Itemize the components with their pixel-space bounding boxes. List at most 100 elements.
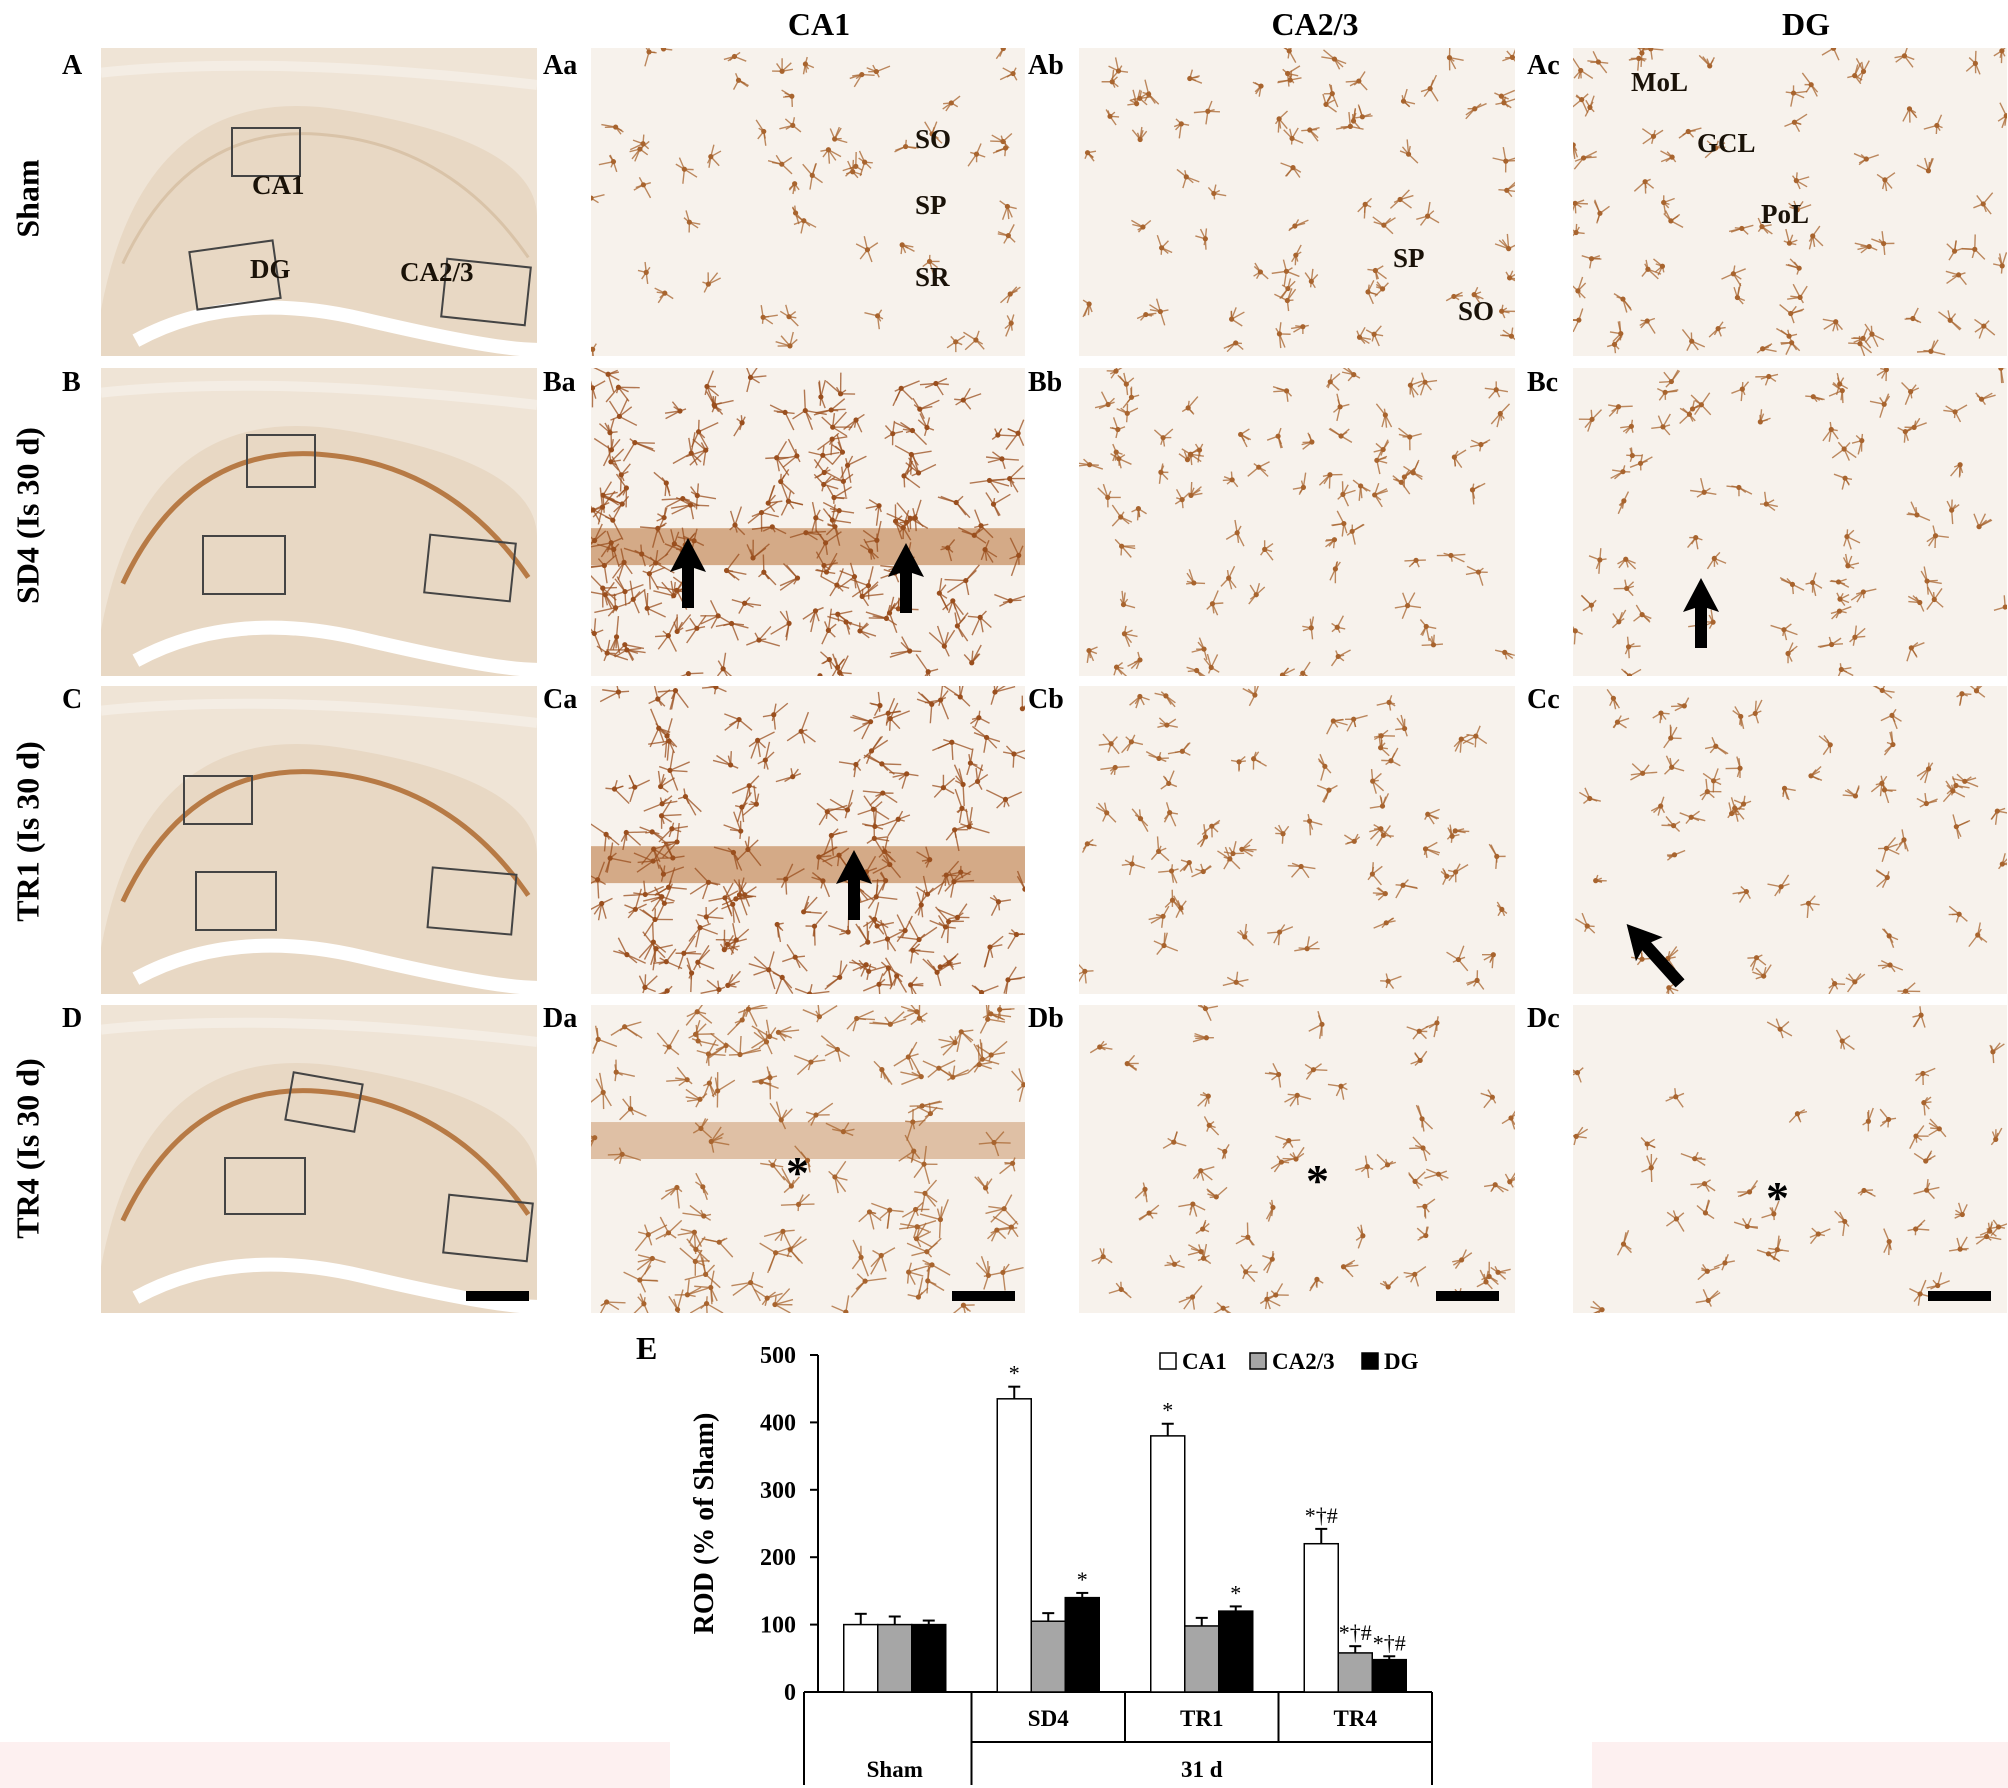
micrograph-sham-ca23 bbox=[1079, 48, 1515, 356]
arrow-icon bbox=[888, 543, 924, 613]
layer-label-pol: PoL bbox=[1761, 199, 1810, 229]
bar-ca23 bbox=[1337, 1652, 1373, 1693]
y-tick-label: 400 bbox=[760, 1410, 796, 1436]
significance-mark: * bbox=[1009, 1361, 1020, 1386]
layer-label-sp: SP bbox=[915, 190, 947, 220]
micrograph-sd4-overview bbox=[101, 368, 537, 676]
layer-label-so-ca23: SO bbox=[1458, 296, 1495, 326]
panel-label-Aa: Aa bbox=[543, 50, 578, 81]
asterisk-db: * bbox=[1306, 1155, 1329, 1206]
significance-mark: *†# bbox=[1373, 1630, 1406, 1655]
column-header-ca1: CA1 bbox=[787, 6, 851, 42]
category-label: SD4 bbox=[1028, 1706, 1069, 1731]
panel-label-Cb: Cb bbox=[1028, 684, 1064, 715]
significance-mark: *†# bbox=[1305, 1503, 1338, 1528]
bar-ca1 bbox=[1303, 1542, 1339, 1693]
micrograph-tr4-overview bbox=[101, 1005, 537, 1313]
bar-ca1 bbox=[996, 1398, 1032, 1693]
bar-ca23 bbox=[1030, 1620, 1066, 1693]
overview-label-ca23: CA2/3 bbox=[400, 257, 474, 287]
micrograph-sd4-ca1 bbox=[591, 368, 1025, 676]
category-label: TR1 bbox=[1180, 1706, 1223, 1731]
legend-label: CA2/3 bbox=[1272, 1349, 1335, 1374]
bar-dg bbox=[911, 1623, 947, 1693]
column-header-ca23: CA2/3 bbox=[1271, 6, 1359, 42]
panel-label-Da: Da bbox=[543, 1003, 578, 1034]
roi-box-ca1-B bbox=[246, 434, 316, 488]
row-label-tr1: TR1 (Is 30 d) bbox=[9, 741, 46, 922]
micrograph-sd4-dg bbox=[1573, 368, 2007, 676]
significance-mark: * bbox=[1230, 1580, 1241, 1605]
panel-label-Db: Db bbox=[1028, 1003, 1064, 1034]
column-header-dg: DG bbox=[1782, 6, 1830, 42]
significance-mark: * bbox=[1162, 1398, 1173, 1423]
arrow-icon bbox=[1683, 578, 1719, 648]
y-tick-label: 500 bbox=[760, 1343, 796, 1369]
layer-label-mol: MoL bbox=[1631, 67, 1688, 97]
micrograph-tr4-dg bbox=[1573, 1005, 2007, 1313]
panel-label-Bb: Bb bbox=[1028, 367, 1063, 398]
micrograph-sham-dg bbox=[1573, 48, 2007, 356]
panel-label-Bc: Bc bbox=[1527, 367, 1559, 398]
micrograph-tr1-ca1 bbox=[591, 686, 1025, 994]
group-label: 31 d bbox=[1181, 1757, 1223, 1782]
roi-box-dg-D bbox=[224, 1157, 306, 1215]
row-label-sd4: SD4 (Is 30 d) bbox=[9, 427, 46, 604]
scale-bar bbox=[1436, 1291, 1499, 1301]
micrograph-tr1-ca23 bbox=[1079, 686, 1515, 994]
y-axis-label: ROD (% of Sham) bbox=[689, 1413, 720, 1635]
y-tick-label: 0 bbox=[784, 1680, 796, 1706]
legend-label: DG bbox=[1384, 1349, 1419, 1374]
bar-dg bbox=[1218, 1610, 1254, 1693]
arrow-icon bbox=[836, 850, 872, 920]
y-tick-label: 200 bbox=[760, 1545, 796, 1571]
bar-ca1 bbox=[1150, 1435, 1186, 1693]
panel-label-Ca: Ca bbox=[543, 684, 578, 715]
panel-label-Ac: Ac bbox=[1527, 50, 1560, 81]
legend-swatch bbox=[1159, 1352, 1177, 1370]
roi-box-ca1-C bbox=[183, 775, 253, 825]
micrograph-sham-ca1 bbox=[591, 48, 1025, 356]
legend-label: CA1 bbox=[1182, 1349, 1227, 1374]
panel-label-A: A bbox=[62, 50, 83, 81]
overview-label-ca1: CA1 bbox=[252, 170, 305, 200]
row-label-tr4: TR4 (Is 30 d) bbox=[9, 1058, 46, 1239]
bar-dg bbox=[1371, 1658, 1407, 1693]
bar-dg bbox=[1064, 1596, 1100, 1693]
micrograph-sd4-ca23 bbox=[1079, 368, 1515, 676]
arrow-icon bbox=[670, 538, 706, 608]
bar-ca1 bbox=[843, 1623, 879, 1693]
panel-label-C: C bbox=[62, 684, 83, 715]
legend-swatch bbox=[1249, 1352, 1267, 1370]
significance-mark: * bbox=[1077, 1567, 1088, 1592]
category-label: TR4 bbox=[1334, 1706, 1378, 1731]
overview-label-dg: DG bbox=[250, 254, 291, 284]
asterisk-dc: * bbox=[1766, 1172, 1789, 1223]
background-strip bbox=[0, 1742, 670, 1788]
significance-mark: *†# bbox=[1339, 1620, 1372, 1645]
asterisk-da: * bbox=[786, 1147, 809, 1198]
roi-box-ca23-C bbox=[426, 866, 518, 936]
scale-bar bbox=[1928, 1291, 1991, 1301]
roi-box-ca23-B bbox=[423, 533, 517, 603]
row-label-sham: Sham bbox=[9, 159, 46, 238]
category-label: Sham bbox=[867, 1757, 923, 1782]
micrograph-tr1-overview bbox=[101, 686, 537, 994]
y-tick-label: 100 bbox=[760, 1613, 796, 1639]
y-tick-label: 300 bbox=[760, 1478, 796, 1504]
micrograph-tr4-ca1 bbox=[591, 1005, 1025, 1313]
layer-label-sr: SR bbox=[915, 262, 950, 292]
bar-ca23 bbox=[877, 1623, 913, 1693]
panel-label-B: B bbox=[62, 367, 81, 398]
panel-label-Dc: Dc bbox=[1527, 1003, 1560, 1034]
roi-box-ca1-A bbox=[231, 127, 301, 177]
roi-box-dg-B bbox=[202, 535, 286, 595]
roi-box-dg-C bbox=[195, 871, 277, 931]
roi-box-ca23-D bbox=[442, 1193, 534, 1263]
legend-swatch bbox=[1361, 1352, 1379, 1370]
layer-label-so: SO bbox=[915, 124, 952, 154]
background-strip bbox=[1592, 1742, 2008, 1788]
arrow-icon bbox=[1626, 923, 1685, 988]
micrograph-sham-overview bbox=[101, 48, 537, 356]
